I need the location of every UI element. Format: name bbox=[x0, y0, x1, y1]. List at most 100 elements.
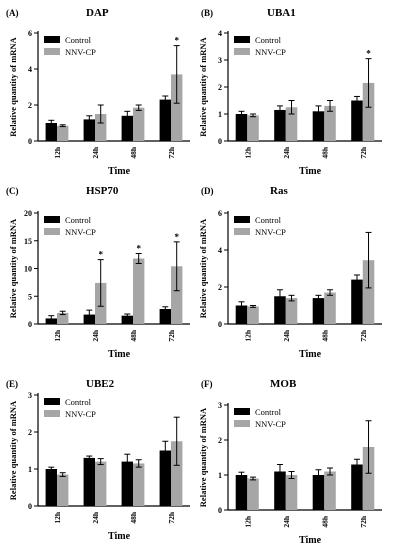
x-tick-label: 24h bbox=[91, 511, 100, 524]
y-tick-label: 4 bbox=[28, 65, 32, 74]
bar-nnv-cp bbox=[362, 260, 375, 324]
y-tick-label: 4 bbox=[218, 29, 222, 38]
legend-swatch bbox=[44, 228, 60, 235]
x-axis-label: Time bbox=[299, 535, 322, 546]
legend-swatch bbox=[44, 216, 60, 223]
x-tick-label: 24h bbox=[282, 329, 291, 342]
bar-nnv-cp bbox=[247, 478, 259, 510]
legend-label: Control bbox=[255, 407, 282, 417]
bar-control bbox=[83, 457, 95, 506]
legend-swatch bbox=[234, 420, 250, 427]
x-tick-label: 24h bbox=[282, 146, 291, 159]
chart-title: UBA1 bbox=[267, 7, 296, 19]
x-tick-label: 12h bbox=[243, 515, 252, 528]
x-tick-label: 72h bbox=[359, 329, 368, 342]
y-axis-label: Relative quantity of mRNA bbox=[8, 400, 18, 500]
bar-control bbox=[121, 115, 133, 141]
bar-control bbox=[274, 109, 286, 141]
significance-mark: * bbox=[174, 36, 179, 46]
bar-control bbox=[235, 114, 248, 141]
y-axis-label: Relative quantity of mRNA bbox=[8, 218, 18, 318]
bar-nnv-cp bbox=[171, 74, 183, 141]
legend-label: NNV-CP bbox=[65, 409, 96, 419]
x-tick-label: 12h bbox=[53, 146, 62, 159]
bar-control bbox=[45, 123, 57, 141]
bar-control bbox=[312, 111, 325, 141]
y-tick-label: 2 bbox=[218, 83, 222, 92]
y-tick-label: 3 bbox=[218, 56, 222, 65]
bar-nnv-cp bbox=[57, 125, 69, 141]
y-tick-label: 0 bbox=[218, 320, 222, 329]
bar-control bbox=[235, 475, 248, 510]
x-tick-label: 72h bbox=[359, 146, 368, 159]
y-axis-label: Relative quantity of mRNA bbox=[198, 36, 208, 136]
y-tick-label: 2 bbox=[218, 283, 222, 292]
y-tick-label: 0 bbox=[218, 137, 222, 146]
bar-control bbox=[159, 450, 171, 506]
bar-nnv-cp bbox=[324, 292, 336, 324]
bar-nnv-cp bbox=[133, 107, 145, 141]
x-tick-label: 48h bbox=[320, 146, 329, 159]
x-axis-label: Time bbox=[108, 531, 131, 542]
legend-swatch bbox=[234, 48, 250, 55]
chart-title: MOB bbox=[270, 378, 297, 390]
panel-label: (F) bbox=[201, 379, 213, 389]
x-tick-label: 24h bbox=[91, 146, 100, 159]
significance-mark: * bbox=[136, 244, 141, 254]
chart-panel-5: (E) UBE2 0 1 2 3 Relative quantity of mRNA 12h 2… bbox=[6, 378, 190, 542]
legend-label: NNV-CP bbox=[255, 419, 286, 429]
bar-nnv-cp bbox=[133, 258, 145, 324]
x-tick-label: 48h bbox=[129, 146, 138, 159]
significance-mark: * bbox=[366, 49, 371, 59]
bar-nnv-cp bbox=[362, 447, 375, 510]
y-tick-label: 15 bbox=[24, 237, 32, 246]
chart-title: DAP bbox=[86, 7, 109, 19]
y-tick-label: 6 bbox=[218, 209, 222, 218]
legend-label: NNV-CP bbox=[255, 227, 286, 237]
bar-control bbox=[235, 305, 248, 324]
panel-label: (D) bbox=[201, 186, 214, 196]
y-tick-label: 2 bbox=[28, 101, 32, 110]
y-tick-label: 2 bbox=[28, 428, 32, 437]
x-tick-label: 48h bbox=[129, 511, 138, 524]
x-axis-label: Time bbox=[299, 349, 322, 360]
legend-swatch bbox=[234, 36, 250, 43]
y-tick-label: 3 bbox=[28, 391, 32, 400]
y-tick-label: 4 bbox=[218, 246, 222, 255]
chart-panel-1: (A) DAP 0 2 4 6 Relative quantity of mRNA 12h 24… bbox=[6, 7, 190, 177]
bar-control bbox=[45, 469, 57, 506]
x-axis-label: Time bbox=[299, 166, 322, 177]
legend-label: NNV-CP bbox=[65, 47, 96, 57]
x-axis-label: Time bbox=[108, 166, 131, 177]
y-tick-label: 0 bbox=[28, 137, 32, 146]
x-tick-label: 72h bbox=[167, 146, 176, 159]
bar-control bbox=[274, 296, 286, 324]
legend-label: Control bbox=[255, 215, 282, 225]
x-tick-label: 24h bbox=[282, 515, 291, 528]
chart-panel-6: (F) MOB 0 1 2 3 Relative quantity of mRNA 12h 24… bbox=[198, 378, 382, 546]
bar-nnv-cp bbox=[324, 105, 336, 141]
bar-control bbox=[159, 99, 171, 141]
bar-control bbox=[312, 475, 325, 510]
legend-label: Control bbox=[65, 35, 92, 45]
legend-swatch bbox=[234, 228, 250, 235]
bar-control bbox=[121, 315, 133, 324]
panel-label: (C) bbox=[6, 186, 19, 196]
chart-title: UBE2 bbox=[86, 378, 115, 390]
chart-title: Ras bbox=[270, 185, 288, 197]
y-tick-label: 1 bbox=[218, 110, 222, 119]
y-tick-label: 0 bbox=[28, 320, 32, 329]
legend-label: Control bbox=[65, 215, 92, 225]
y-tick-label: 1 bbox=[218, 471, 222, 480]
significance-mark: * bbox=[98, 250, 103, 260]
chart-panel-3: (C) HSP70 0 5 10 15 20 Relative quantity of mRN… bbox=[6, 185, 190, 360]
panel-label: (E) bbox=[6, 379, 18, 389]
bar-control bbox=[274, 471, 286, 510]
legend-label: Control bbox=[255, 35, 282, 45]
significance-mark: * bbox=[174, 232, 179, 242]
x-tick-label: 72h bbox=[167, 329, 176, 342]
bar-nnv-cp bbox=[133, 463, 145, 506]
x-tick-label: 48h bbox=[129, 329, 138, 342]
bar-nnv-cp bbox=[285, 298, 298, 324]
